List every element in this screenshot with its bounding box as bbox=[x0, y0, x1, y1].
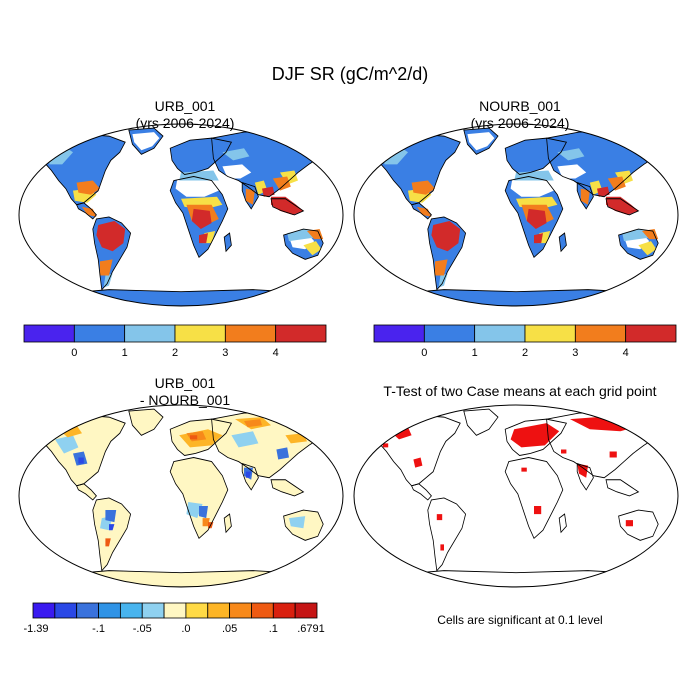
panel-title-sub: - NOURB_001 bbox=[139, 392, 231, 408]
colorbar-swatch bbox=[23, 324, 75, 343]
colorbar-tick-label: 3 bbox=[572, 347, 578, 359]
panel-title-years: (yrs 2006-2024) bbox=[470, 115, 570, 131]
colorbar-tick-label: .6791 bbox=[297, 623, 325, 635]
panel-title-difference: URB_001 - NOURB_001 bbox=[20, 375, 350, 409]
panel-title-main: URB_001 bbox=[154, 98, 216, 114]
colorbar-swatch bbox=[119, 602, 143, 619]
panel-title-nourb: NOURB_001 (yrs 2006-2024) bbox=[355, 98, 685, 132]
colorbar-tick-label: -.1 bbox=[92, 623, 105, 635]
colorbar-urb: 0 1 2 3 4 bbox=[23, 324, 327, 359]
colorbar-tick-label: 3 bbox=[222, 347, 228, 359]
colorbar-tick-label: -.05 bbox=[133, 623, 152, 635]
colorbar-tick-label: .05 bbox=[222, 623, 237, 635]
colorbar-swatch bbox=[141, 602, 165, 619]
colorbar-swatch bbox=[98, 602, 121, 619]
colorbar-swatch bbox=[275, 324, 327, 343]
colorbar-tick-label: 2 bbox=[522, 347, 528, 359]
colorbar-swatch bbox=[163, 602, 187, 619]
panel-title-ttest: T-Test of two Case means at each grid po… bbox=[383, 383, 657, 399]
colorbar-swatch bbox=[76, 602, 99, 619]
colorbar-swatch bbox=[73, 324, 126, 343]
significance-note: Cells are significant at 0.1 level bbox=[437, 613, 603, 627]
map-difference bbox=[28, 409, 336, 587]
colorbar-swatch bbox=[524, 324, 576, 343]
colorbar-swatch bbox=[474, 324, 526, 343]
colorbar-tick-label: 0 bbox=[71, 347, 77, 359]
colorbar-swatch bbox=[207, 602, 231, 619]
colorbar-swatch bbox=[294, 602, 318, 619]
colorbar-tick-label: 4 bbox=[623, 347, 629, 359]
colorbar-swatch bbox=[251, 602, 274, 619]
colorbar-difference: -1.39 -.1 -.05 .0 .05 .1 .6791 bbox=[23, 602, 325, 635]
colorbar-swatch bbox=[272, 602, 296, 619]
colorbar-tick-label: 1 bbox=[472, 347, 478, 359]
colorbar-tick-label: -1.39 bbox=[23, 623, 48, 635]
colorbar-swatch bbox=[174, 324, 226, 343]
colorbar-swatch bbox=[32, 602, 56, 619]
colorbar-tick-label: 4 bbox=[273, 347, 279, 359]
colorbar-nourb: 0 1 2 3 4 bbox=[373, 324, 677, 359]
colorbar-swatch bbox=[185, 602, 209, 619]
panel-title-urb: URB_001 (yrs 2006-2024) bbox=[20, 98, 350, 132]
map-nourb bbox=[363, 128, 671, 306]
colorbar-swatch bbox=[423, 324, 476, 343]
map-border bbox=[353, 404, 679, 588]
panel-title-main: URB_001 bbox=[154, 375, 216, 391]
colorbar-swatch bbox=[124, 324, 176, 343]
panel-title-main: NOURB_001 bbox=[479, 98, 561, 114]
colorbar-tick-label: .0 bbox=[181, 623, 190, 635]
map-border bbox=[18, 404, 344, 588]
map-border bbox=[353, 123, 679, 307]
colorbar-swatch bbox=[224, 324, 277, 343]
map-urb bbox=[28, 128, 336, 306]
colorbar-swatch bbox=[574, 324, 627, 343]
colorbar-swatch bbox=[54, 602, 78, 619]
colorbar-tick-label: .1 bbox=[269, 623, 278, 635]
map-ttest bbox=[363, 409, 671, 587]
colorbar-swatch bbox=[373, 324, 425, 343]
figure-title: DJF SR (gC/m^2/d) bbox=[271, 64, 429, 84]
colorbar-swatch bbox=[625, 324, 677, 343]
colorbar-tick-label: 1 bbox=[122, 347, 128, 359]
colorbar-tick-label: 2 bbox=[172, 347, 178, 359]
colorbar-tick-label: 0 bbox=[421, 347, 427, 359]
map-border bbox=[18, 123, 344, 307]
colorbar-swatch bbox=[229, 602, 252, 619]
panel-title-years: (yrs 2006-2024) bbox=[135, 115, 235, 131]
